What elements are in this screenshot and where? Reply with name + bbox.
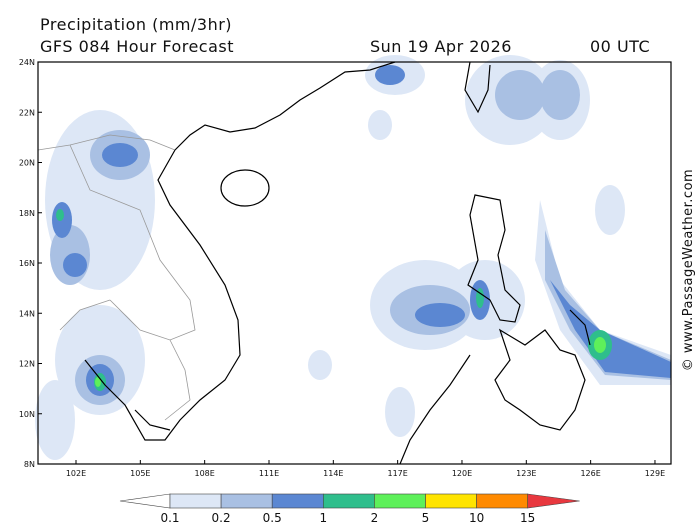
colorbar-segment [527, 493, 580, 509]
colorbar-label: 0.5 [263, 511, 282, 525]
colorbar-label: 15 [520, 511, 535, 525]
colorbar-segment [322, 493, 375, 509]
lon-label: 111E [259, 469, 279, 478]
colorbar-label: 1 [319, 511, 327, 525]
lat-label: 14N [19, 309, 35, 318]
precipitation [35, 55, 671, 460]
time: 00 UTC [590, 37, 650, 56]
colorbar-label: 0.2 [212, 511, 231, 525]
lon-label: 108E [194, 469, 214, 478]
date: Sun 19 Apr 2026 [370, 37, 512, 56]
colorbar-segment [476, 493, 529, 509]
lat-label: 18N [19, 209, 35, 218]
colorbar-label: 2 [371, 511, 379, 525]
lon-label: 102E [66, 469, 86, 478]
colorbar-segment [220, 493, 273, 509]
colorbar-segment [119, 493, 171, 509]
colorbar-label: 0.1 [160, 511, 179, 525]
colorbar-label: 5 [422, 511, 430, 525]
lat-label: 20N [19, 159, 35, 168]
lat-label: 10N [19, 410, 35, 419]
lat-label: 12N [19, 360, 35, 369]
lon-label: 105E [130, 469, 150, 478]
colorbar-segment [425, 493, 477, 509]
longitude-labels: 102E 105E 108E 111E 114E 117E 120E 123E 126E 129E [66, 460, 665, 478]
subtitle: GFS 084 Hour Forecast [40, 37, 234, 56]
lat-label: 16N [19, 259, 35, 268]
lon-label: 120E [452, 469, 472, 478]
lat-label: 22N [19, 108, 35, 117]
lat-label: 8N [24, 460, 35, 469]
latitude-labels: 24N 22N 20N 18N 16N 14N 12N 10N 8N [19, 58, 42, 469]
colorbar-segment [271, 493, 324, 509]
lon-label: 123E [516, 469, 536, 478]
borders [37, 134, 196, 421]
colorbar-label: 10 [469, 511, 484, 525]
title: Precipitation (mm/3hr) [40, 15, 232, 34]
lat-label: 24N [19, 58, 35, 67]
lon-label: 117E [387, 469, 407, 478]
colorbar: 0.1 0.2 0.5 1 2 5 10 15 [119, 493, 580, 525]
colorbar-segment [374, 493, 426, 509]
lon-label: 129E [645, 469, 665, 478]
lon-label: 114E [323, 469, 343, 478]
coastlines [84, 61, 591, 465]
watermark: © www.PassageWeather.com [681, 169, 696, 371]
lon-label: 126E [580, 469, 600, 478]
colorbar-segment [169, 493, 222, 509]
